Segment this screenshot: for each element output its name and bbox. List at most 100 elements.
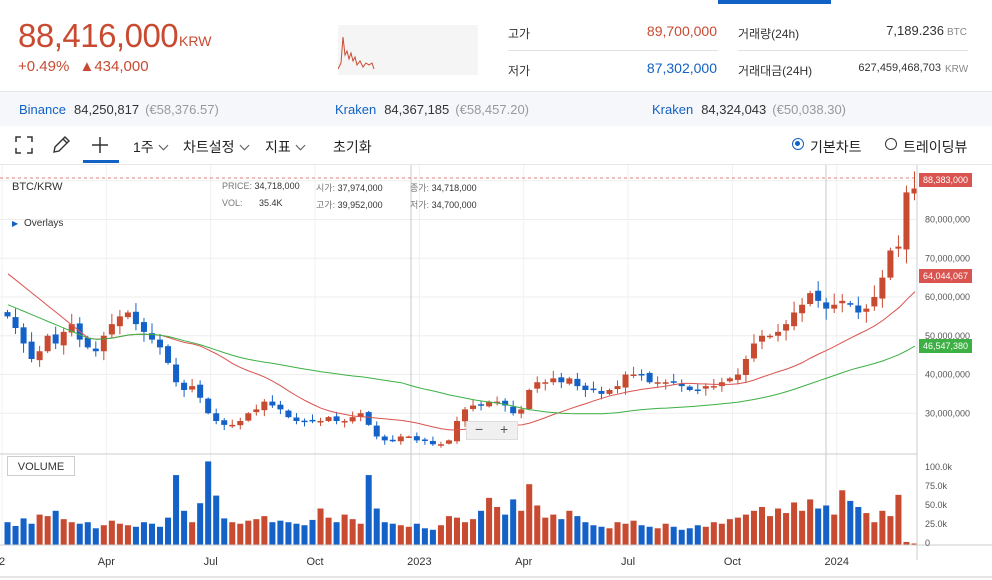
indicators-dropdown[interactable]: 지표	[265, 137, 306, 157]
chevron-down-icon	[158, 140, 169, 151]
candle-body	[140, 322, 147, 332]
candle-body	[462, 409, 469, 422]
candle-body	[783, 324, 790, 331]
candle-body	[791, 312, 798, 327]
candle-body	[678, 383, 685, 387]
info-open: 시가: 37,974,000	[316, 181, 383, 194]
candle-body	[694, 389, 701, 392]
ma-long-badge: 46,547,380	[919, 339, 972, 353]
reset-button[interactable]: 초기화	[333, 139, 372, 155]
exchange-name: Kraken	[335, 102, 377, 117]
candle-body	[767, 335, 774, 338]
volume-tick-label: 75.0k	[925, 481, 948, 491]
candle-body	[726, 378, 733, 382]
candle-body	[389, 439, 396, 442]
candle-body	[4, 312, 11, 317]
volume-bar	[389, 523, 396, 545]
exchange-item[interactable]: Binance 84,250,817 (€58,376.57)	[19, 102, 219, 117]
candle-body	[237, 421, 244, 426]
volume-bar	[333, 522, 340, 545]
last-price-badge: 88,383,000	[919, 173, 972, 187]
stat-divider	[508, 50, 718, 51]
y-tick-label: 60,000,000	[925, 292, 970, 302]
interval-label: 1주	[133, 139, 154, 155]
volume-bar	[799, 510, 806, 545]
candle-body	[52, 334, 59, 344]
candle-body	[823, 302, 830, 309]
tradingview-radio[interactable]	[885, 138, 897, 150]
volume-bar	[245, 520, 252, 545]
candle-body	[124, 312, 131, 318]
candle-body	[502, 400, 509, 406]
zoom-controls: − +	[466, 421, 518, 440]
exchange-price: 84,367,185	[384, 102, 450, 117]
candle-body	[132, 311, 139, 325]
volume-bar	[470, 519, 477, 545]
candle-body	[831, 304, 838, 309]
candle-body	[558, 377, 565, 383]
volume-bar	[831, 514, 838, 545]
candle-body	[510, 406, 517, 414]
pencil-icon[interactable]	[50, 134, 72, 156]
exchange-item[interactable]: Kraken 84,367,185 (€58,457.20)	[335, 102, 529, 117]
volume-bar	[742, 514, 749, 545]
change-percent: +0.49%	[18, 58, 70, 75]
volume-bar	[124, 525, 131, 545]
volume-bar	[341, 514, 348, 545]
volume-bar	[783, 513, 790, 545]
zoom-out-button[interactable]: −	[475, 421, 484, 437]
volume-bar	[36, 514, 43, 545]
candle-body	[445, 440, 452, 444]
x-tick-label: 2	[0, 556, 5, 568]
candle-body	[100, 335, 107, 352]
y-tick-label: 70,000,000	[925, 253, 970, 263]
volume-bar	[4, 522, 11, 545]
candle-body	[181, 382, 188, 390]
info-value: 34,700,000	[431, 200, 477, 210]
x-tick-label: Oct	[724, 556, 741, 568]
volume-bar	[20, 518, 27, 545]
candle-body	[622, 374, 629, 388]
candle-body	[590, 388, 597, 391]
candle-body	[293, 417, 300, 421]
basic-chart-label[interactable]: 기본차트	[810, 139, 862, 155]
fullscreen-icon[interactable]	[13, 134, 35, 156]
tradingview-label[interactable]: 트레이딩뷰	[903, 139, 968, 155]
volume-bars	[4, 461, 918, 545]
volume-bar	[429, 529, 436, 545]
volume-bar	[173, 475, 180, 545]
x-tick-label: Jul	[621, 556, 635, 568]
candle-body	[750, 343, 757, 359]
exchange-item[interactable]: Kraken 84,324,043 (€50,038.30)	[652, 102, 846, 117]
candle-body	[381, 436, 388, 441]
interval-dropdown[interactable]: 1주	[133, 137, 169, 157]
candle-body	[734, 374, 741, 380]
volume-bar	[823, 505, 830, 545]
x-tick-label: Jul	[204, 556, 218, 568]
volume-bar	[486, 497, 493, 545]
volume-bar	[903, 541, 910, 545]
volume-bar	[582, 522, 589, 545]
volume-bar	[598, 526, 605, 545]
volume-bar	[293, 523, 300, 545]
chart-settings-dropdown[interactable]: 차트설정	[183, 137, 249, 157]
crosshair-icon[interactable]	[89, 134, 111, 156]
volume-bar	[197, 503, 204, 545]
volume-bar	[12, 526, 19, 545]
info-key: 시가:	[316, 183, 336, 193]
x-tick-label: Apr	[515, 556, 532, 568]
volume-bar	[550, 514, 557, 545]
zoom-in-button[interactable]: +	[500, 421, 509, 437]
candle-body	[638, 373, 645, 376]
candle-body	[301, 420, 308, 423]
volume-bar	[879, 510, 886, 545]
volume-bar	[767, 516, 774, 545]
candle-body	[229, 424, 236, 427]
candle-body	[702, 386, 709, 389]
candle-body	[205, 398, 212, 414]
candle-body	[879, 277, 886, 299]
overlays-toggle[interactable]: ▶ Overlays	[12, 218, 63, 229]
info-value: 34,718,000	[431, 183, 477, 193]
basic-chart-radio[interactable]	[792, 138, 804, 150]
price-chart[interactable]: 90,000,00080,000,00070,000,00060,000,000…	[0, 165, 992, 580]
